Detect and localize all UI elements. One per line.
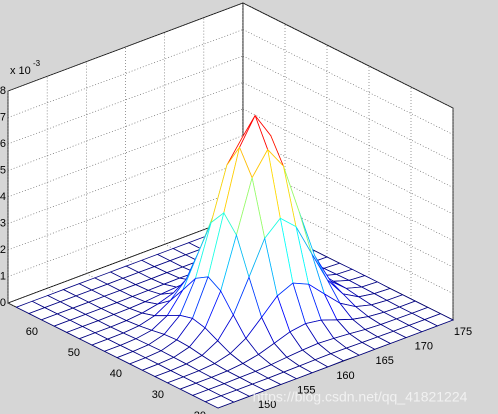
wall-grid-line (242, 82, 454, 188)
x-tick-label: 175 (454, 326, 472, 338)
y-tick-label: 20 (194, 410, 206, 414)
z-tick-label: 0 (0, 297, 6, 309)
y-tick-label: 30 (152, 389, 164, 401)
z-tick-label: 3 (0, 217, 6, 229)
watermark: https://blog.csdn.net/qq_41821224 (253, 389, 468, 405)
x-tick-label: 155 (297, 385, 315, 397)
z-tick-label: 4 (0, 191, 6, 203)
y-tick-label: 40 (110, 368, 122, 380)
y-tick-label: 60 (26, 326, 38, 338)
z-tick-label: 1 (0, 270, 6, 282)
wall-grid-line (242, 55, 454, 162)
wall-grid-line (242, 108, 454, 215)
z-multiplier: x 10 (10, 65, 31, 77)
z-tick-label: 7 (0, 111, 6, 123)
z-multiplier-exponent: -3 (33, 59, 41, 68)
x-tick-label: 160 (336, 370, 354, 382)
x-tick-label: 150 (258, 399, 276, 411)
wall-grid-line (242, 29, 454, 135)
mesh-cell (204, 395, 235, 409)
x-tick-label: 170 (415, 341, 433, 353)
z-tick-label: 2 (0, 244, 6, 256)
y-tick-label: 50 (68, 347, 80, 359)
wall-grid-line (242, 2, 454, 109)
x-tick-label: 165 (375, 355, 393, 367)
z-tick-label: 8 (0, 85, 6, 97)
z-tick-label: 5 (0, 164, 6, 176)
z-tick-label: 6 (0, 138, 6, 150)
